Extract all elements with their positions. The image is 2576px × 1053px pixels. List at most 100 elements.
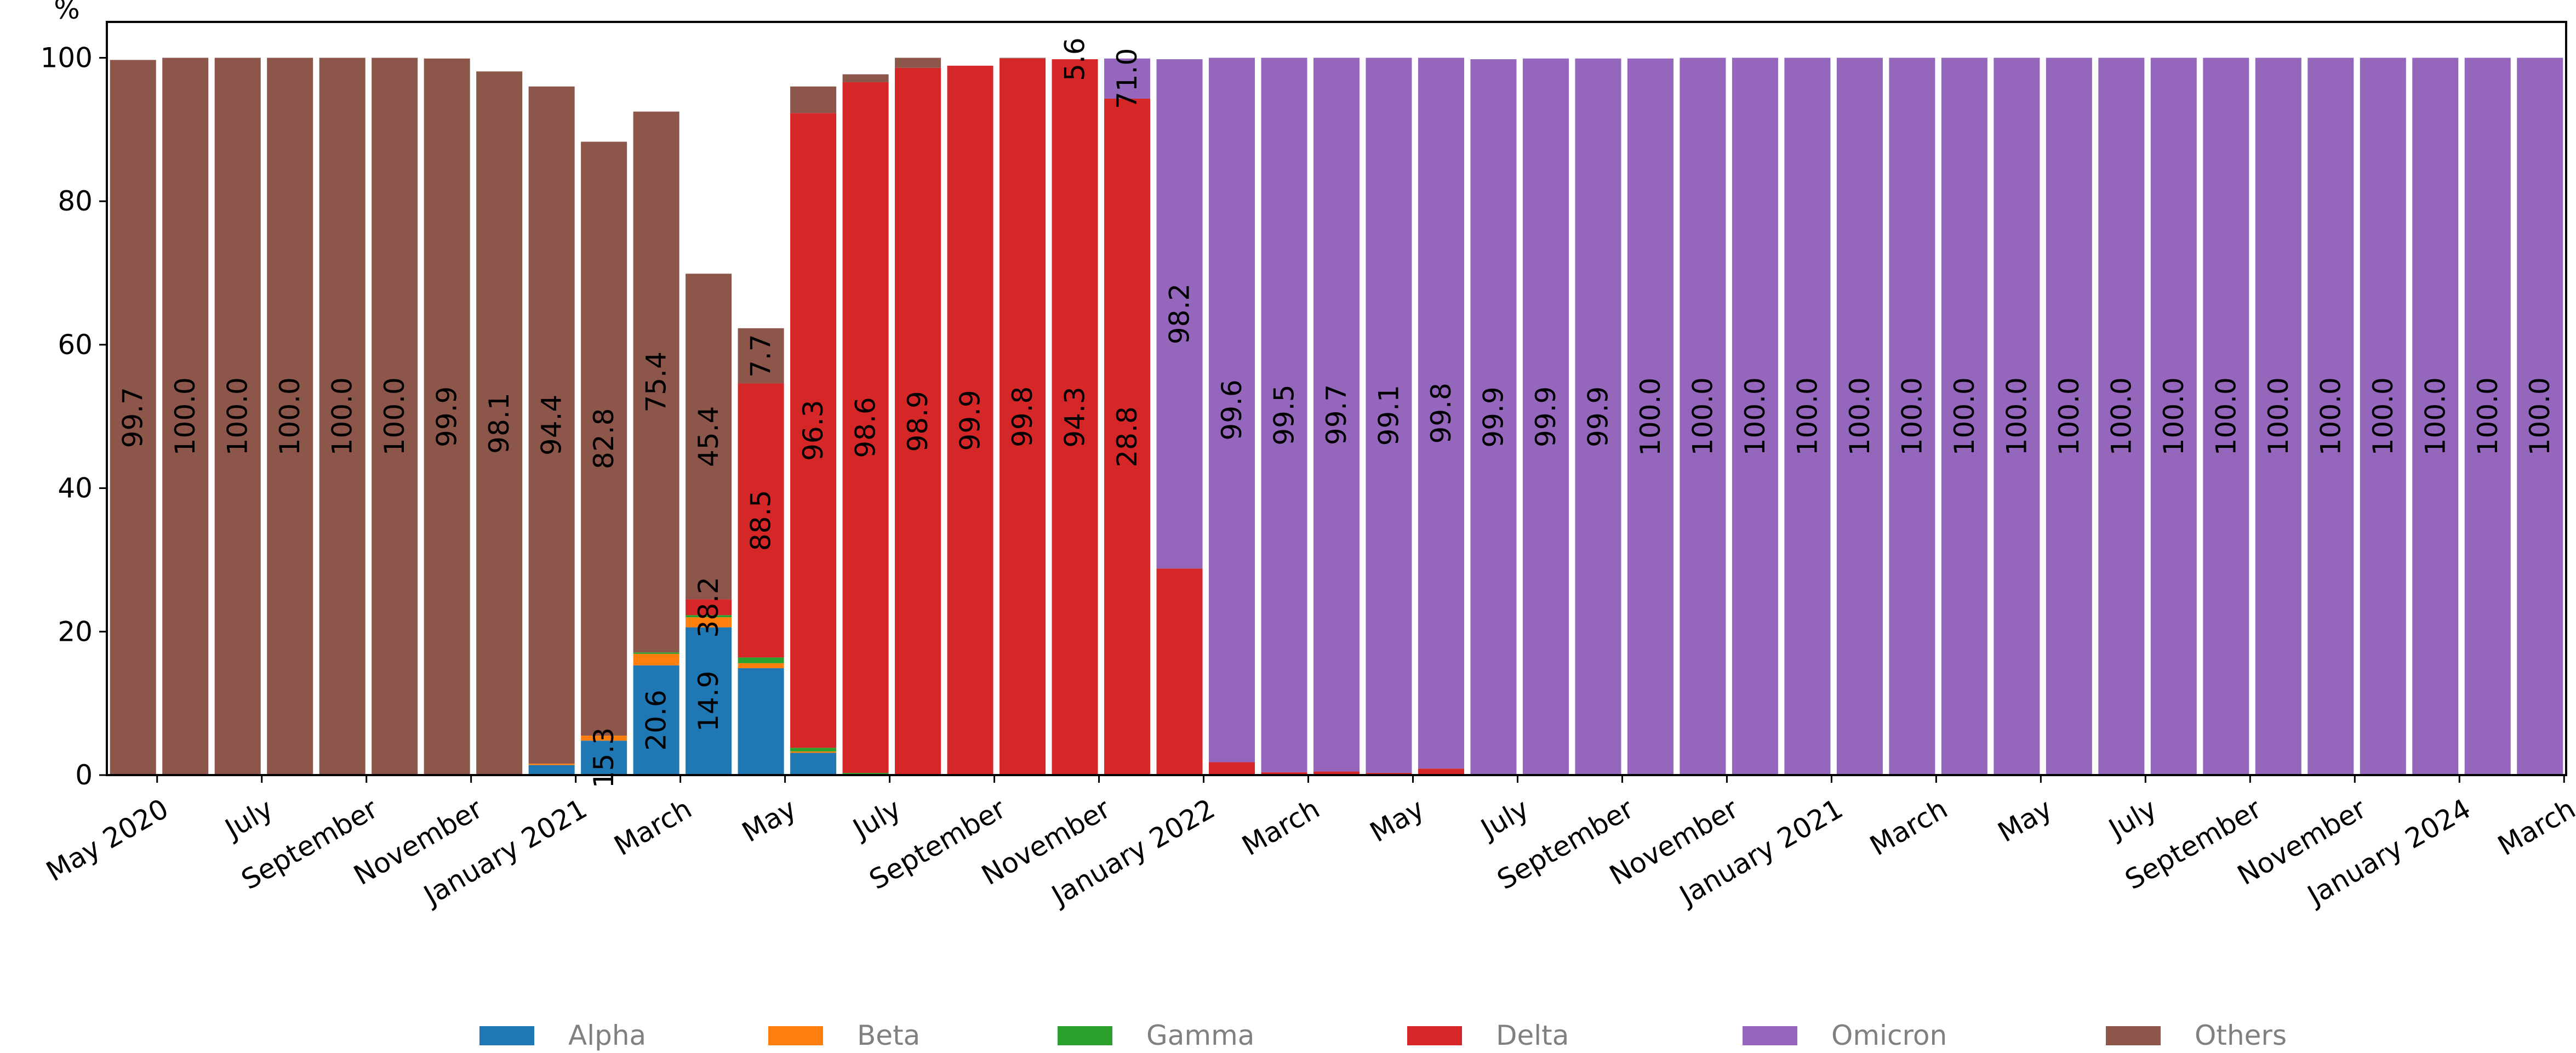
bar-segment-omicron xyxy=(1522,58,1569,776)
data-label: 99.7 xyxy=(1321,384,1352,445)
bar-segment-alpha xyxy=(633,665,679,775)
bar-segment-beta xyxy=(790,751,837,753)
bar-segment-others xyxy=(842,74,889,82)
data-label: 100.0 xyxy=(222,377,254,456)
data-label: 100.0 xyxy=(1844,377,1876,456)
bar-segment-delta xyxy=(686,599,732,616)
data-label: 100.0 xyxy=(274,377,306,456)
data-label: 99.9 xyxy=(1477,386,1509,447)
bar-segment-gamma xyxy=(633,652,679,654)
legend-label-gamma: Gamma xyxy=(1146,1020,1254,1051)
legend-label-delta: Delta xyxy=(1496,1020,1569,1051)
bar-segment-gamma xyxy=(686,615,732,618)
data-label: 99.6 xyxy=(1216,379,1248,440)
bar-segment-omicron xyxy=(2046,58,2092,775)
bar-segment-alpha xyxy=(686,627,732,775)
bar-segment-omicron xyxy=(2464,58,2511,775)
bar-segment-beta xyxy=(581,736,627,741)
data-label: 82.8 xyxy=(588,408,620,469)
data-label: 100.0 xyxy=(1791,377,1823,456)
data-label: 100.0 xyxy=(2001,377,2032,456)
bar-segment-alpha xyxy=(581,741,627,775)
x-tick-label: March xyxy=(1237,793,1325,862)
legend-swatch-others xyxy=(2106,1026,2161,1045)
y-tick-label: 60 xyxy=(58,329,93,361)
bar-segment-omicron xyxy=(2307,58,2354,775)
data-label: 45.4 xyxy=(693,406,724,467)
data-label: 100.0 xyxy=(2053,377,2085,456)
bar-segment-omicron xyxy=(1313,58,1360,772)
data-label: 100.0 xyxy=(2210,377,2242,456)
data-label: 100.0 xyxy=(1896,377,1928,456)
bar-segment-gamma xyxy=(790,748,837,752)
data-label: 14.9 xyxy=(693,671,724,732)
data-label: 98.6 xyxy=(850,397,882,458)
data-label: 99.8 xyxy=(1425,383,1457,443)
bar-segment-delta xyxy=(895,67,941,775)
data-label: 100.0 xyxy=(2419,377,2451,456)
legend: Alpha Beta Gamma Delta Omicron Others xyxy=(479,1020,2287,1051)
data-label: 98.9 xyxy=(902,391,934,452)
bar-segment-delta xyxy=(1418,769,1464,775)
bar-segment-others xyxy=(372,58,418,775)
y-tick-label: 80 xyxy=(58,185,93,217)
x-tick-label: July xyxy=(1474,793,1534,846)
data-label: 100.0 xyxy=(1687,377,1718,456)
data-label: 20.6 xyxy=(641,690,672,750)
bar-segment-others xyxy=(895,58,941,68)
bar-segment-others xyxy=(267,58,313,775)
data-label: 96.3 xyxy=(797,400,829,461)
legend-swatch-delta xyxy=(1407,1026,1462,1045)
bar-segment-omicron xyxy=(1889,58,1935,775)
x-tick-label: July xyxy=(219,793,278,846)
bar-segment-others xyxy=(633,111,679,653)
data-label: 28.8 xyxy=(1111,406,1143,467)
y-tick-label: 0 xyxy=(75,759,93,791)
bar-segment-delta xyxy=(842,82,889,773)
data-label: 94.3 xyxy=(1059,386,1091,447)
data-label: 100.0 xyxy=(2367,377,2399,456)
bar-segment-omicron xyxy=(2517,58,2563,775)
x-tick-label: May xyxy=(736,793,802,849)
bar-segment-others xyxy=(686,274,732,600)
data-label: 100.0 xyxy=(379,377,410,456)
plot-frame xyxy=(106,21,2567,776)
legend-swatch-alpha xyxy=(479,1026,534,1045)
legend-label-omicron: Omicron xyxy=(1831,1020,1947,1051)
bars-layer xyxy=(110,58,2563,776)
bar-segment-alpha xyxy=(528,765,575,775)
bar-segment-beta xyxy=(633,653,679,665)
legend-swatch-beta xyxy=(768,1026,823,1045)
bar-segment-others xyxy=(162,58,209,775)
data-label: 100.0 xyxy=(2472,377,2504,456)
bar-segment-omicron xyxy=(1104,58,1151,99)
data-label: 94.4 xyxy=(536,395,568,456)
bar-segment-omicron xyxy=(1784,58,1831,775)
bar-segment-delta xyxy=(1104,99,1151,775)
bar-segment-beta xyxy=(528,764,575,765)
bar-segment-others xyxy=(110,60,156,776)
bar-segment-beta xyxy=(738,663,784,669)
bar-segment-omicron xyxy=(1994,58,2040,775)
data-label: 15.3 xyxy=(588,727,620,788)
bar-segment-others xyxy=(319,58,365,775)
bar-segment-omicron xyxy=(1836,58,1883,775)
data-label: 99.9 xyxy=(431,386,463,447)
legend-label-beta: Beta xyxy=(857,1020,920,1051)
data-label: 100.0 xyxy=(1739,377,1771,456)
data-label: 100.0 xyxy=(2315,377,2346,456)
bar-segment-omicron xyxy=(1156,59,1203,569)
data-label: 99.1 xyxy=(1373,385,1404,446)
x-tick-label: March xyxy=(609,793,697,862)
data-label: 38.2 xyxy=(693,577,724,638)
bar-segment-omicron xyxy=(1627,58,1673,776)
bar-segment-omicron xyxy=(2098,58,2145,775)
data-label: 88.5 xyxy=(745,490,777,551)
bar-segment-gamma xyxy=(738,657,784,663)
x-tick-label: July xyxy=(2102,793,2162,846)
legend-label-alpha: Alpha xyxy=(568,1020,646,1051)
data-label: 99.5 xyxy=(1269,384,1300,445)
legend-swatch-omicron xyxy=(1743,1026,1797,1045)
